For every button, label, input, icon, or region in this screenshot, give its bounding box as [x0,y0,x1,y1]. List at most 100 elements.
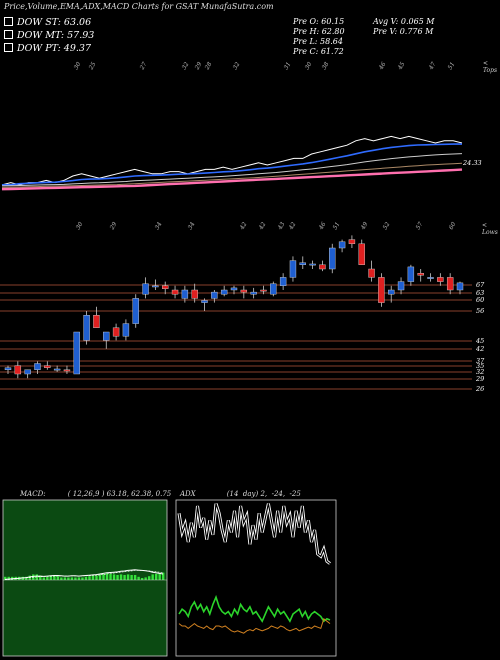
stat-avg-volume: Avg V: 0.065 M [373,17,435,26]
macd-histogram-bar [88,576,91,580]
low-annotation: 46 [317,221,327,232]
candle-body [240,289,248,293]
price-level-label: 32 [476,368,484,376]
candle-body [152,285,159,288]
legend-label-st: DOW ST: 63.06 [17,17,92,28]
macd-histogram-bar [158,573,161,580]
price-level-label: 37 [476,357,485,365]
top-annotation: 30 [304,61,314,71]
ema-line-price [1,135,463,186]
lows-label: < Lows [482,222,498,236]
top-annotation: 27 [138,61,148,72]
macd-histogram-bar [84,576,88,580]
candle-body [270,283,277,295]
macd-histogram-bar [74,577,77,580]
macd-signal-line [4,570,164,580]
legend-dow-pt: DOW PT: 49.37 [4,43,91,54]
candle-body [162,285,169,289]
adx-line-adx_green [178,594,331,623]
price-level-label: 56 [476,307,484,315]
candle-body [14,365,22,375]
legend-swatch [4,30,13,39]
candle-body [122,323,130,337]
macd-histogram-bar [162,572,165,580]
macd-histogram-bar [70,577,74,580]
macd-histogram-bar [4,576,7,580]
low-annotation: 34 [187,221,197,231]
candle-body [427,277,434,279]
candle-body [83,315,90,341]
candle-body [260,289,267,292]
price-level-label: 63 [476,289,484,297]
candle-body [446,277,454,291]
top-annotation: 28 [203,61,213,72]
stat-high: Pre H: 62.80 [293,27,345,36]
macd-histogram-bar [98,574,102,580]
macd-histogram-bar [56,576,60,580]
candle-body [456,282,464,291]
candle-body [388,289,395,295]
macd-histogram-bar [151,574,154,580]
candle-body [407,266,415,282]
low-annotation: 43 [276,221,286,232]
candle-body [171,289,179,295]
legend-swatch [4,17,13,26]
candle-body [378,277,385,303]
low-annotation: 57 [415,221,425,231]
macd-histogram-bar [112,574,116,580]
low-annotation: 34 [154,221,164,231]
top-annotation: 45 [396,61,406,72]
top-annotation: 31 [283,61,293,71]
low-annotation: 42 [257,221,267,232]
stat-open: Pre O: 60.15 [293,17,345,26]
ema-line-ema_mid [1,153,463,187]
macd-histogram-bar [21,576,24,580]
candle-body [44,365,51,368]
macd-histogram-bar [95,575,98,580]
tops-label: < Tops [483,60,498,74]
macd-histogram-bar [116,575,119,580]
candle-body [230,287,238,291]
macd-histogram-bar [144,577,147,580]
chart-title: Price,Volume,EMA,ADX,MACD Charts for GSA… [4,2,274,11]
macd-histogram-bar [105,573,109,580]
adx-line-di_orange [178,617,331,634]
candle-body [132,298,139,324]
candle-body [142,283,149,295]
candle-body [299,262,306,266]
ema-line-ema_slow [1,162,463,188]
macd-histogram-bar [7,576,10,580]
ema-end-label: 24.33 [462,159,482,167]
candle-body [112,327,120,337]
candle-body [397,281,405,291]
candle-body [73,331,80,375]
candle-body [34,363,41,371]
macd-histogram-bar [140,578,144,580]
candle-body [191,289,198,299]
macd-histogram-bar [46,576,49,580]
price-level-label: 35 [476,362,484,370]
macd-histogram-bar [147,576,151,580]
top-annotation: 30 [73,61,83,71]
candle-body [329,247,336,270]
low-annotation: 30 [75,221,85,231]
candle-body [279,277,287,286]
low-annotation: 29 [108,221,118,232]
macd-histogram-bar [60,577,63,580]
macd-histogram-bar [91,575,95,580]
macd-histogram-bar [119,574,123,580]
price-level-label: 26 [475,385,484,393]
candle-body [220,289,228,295]
candle-body [63,369,71,372]
candle-body [319,264,326,270]
top-annotation: 32 [181,61,191,71]
candle-body [437,277,444,282]
candle-body [250,291,257,295]
candle-body [201,300,208,303]
legend-label-mt: DOW MT: 57.93 [17,30,95,41]
price-level-label: 45 [475,337,484,345]
legend-swatch [4,43,13,52]
candle-body [211,291,218,299]
macd-histogram-bar [49,576,53,580]
